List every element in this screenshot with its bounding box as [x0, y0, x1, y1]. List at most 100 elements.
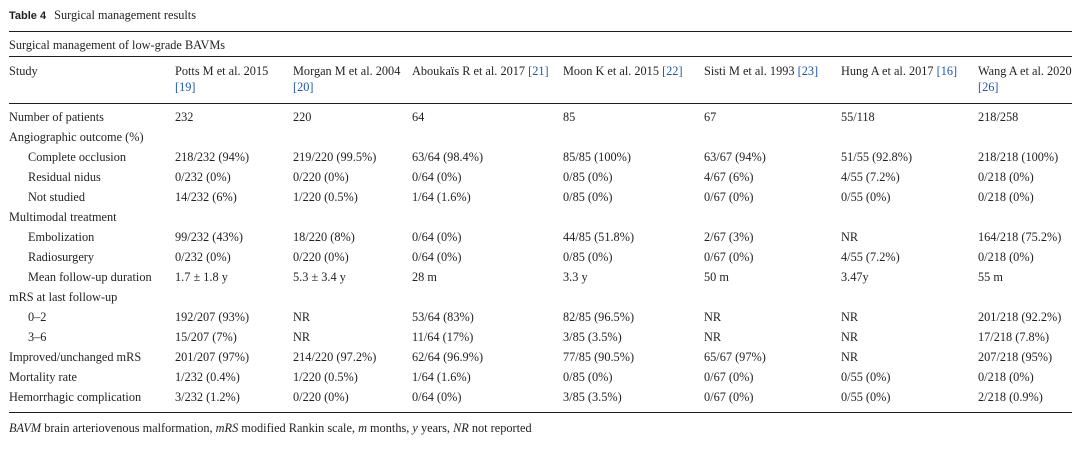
table-cell — [704, 287, 841, 307]
table-cell: 1/232 (0.4%) — [175, 370, 240, 384]
header-study: Study — [9, 63, 169, 79]
table-cell: 0/85 (0%) — [563, 250, 613, 264]
table-cell: 0/85 (0%) — [563, 370, 613, 384]
table-cell: 3.47y — [841, 270, 869, 284]
row-label: Number of patients — [9, 110, 104, 124]
table-cell: 1/64 (1.6%) — [412, 370, 471, 384]
reference-link[interactable]: [20] — [293, 80, 314, 94]
row-label: Angiographic outcome (%) — [9, 130, 144, 144]
table-cell: 218/218 (100%) — [978, 150, 1059, 164]
header-study-3: Aboukaïs R et al. 2017 [21] — [412, 63, 552, 79]
header-label: Wang A et al. 2020 — [978, 64, 1072, 78]
table-cell: NR — [293, 330, 311, 344]
table-cell: 64 — [412, 110, 425, 124]
table-cell: 67 — [704, 110, 717, 124]
table-cell — [978, 127, 1072, 147]
row-label: Hemorrhagic complication — [9, 390, 142, 404]
table-cell: 207/218 (95%) — [978, 350, 1053, 364]
table-cell: 214/220 (97.2%) — [293, 350, 377, 364]
table-cell: 0/55 (0%) — [841, 390, 891, 404]
table-cell: 1/64 (1.6%) — [412, 190, 471, 204]
section-title: Surgical management of low-grade BAVMs — [9, 38, 226, 52]
table-cell — [563, 127, 704, 147]
reference-link[interactable]: [16] — [936, 64, 958, 78]
row-label: Mean follow-up duration — [28, 270, 152, 284]
table-cell: 15/207 (7%) — [175, 330, 237, 344]
table-cell — [175, 127, 293, 147]
table-cell — [293, 287, 412, 307]
footnote-definition: months, — [366, 421, 413, 435]
table-cell: 201/207 (97%) — [175, 350, 250, 364]
header-label: Study — [9, 64, 38, 78]
table-cell: 0/218 (0%) — [978, 170, 1034, 184]
header-study-6: Hung A et al. 2017 [16] — [841, 63, 976, 79]
row-label: Improved/unchanged mRS — [9, 350, 142, 364]
table-cell: 5.3 ± 3.4 y — [293, 270, 346, 284]
table-cell: 0/220 (0%) — [293, 170, 349, 184]
footnote-definition: years, — [417, 421, 454, 435]
table-cell — [978, 207, 1072, 227]
table-cell — [412, 127, 563, 147]
table-cell: 1/220 (0.5%) — [293, 370, 358, 384]
reference-link[interactable]: [23] — [797, 64, 819, 78]
row-label: Not studied — [28, 190, 86, 204]
table-row: Residual nidus 0/232 (0%) 0/220 (0%) 0/64 (… — [9, 167, 1072, 187]
table-row: Number of patients 232 220 64 85 67 55/118 218/… — [9, 107, 1072, 127]
table-row: Radiosurgery 0/232 (0%) 0/220 (0%) 0/64 (0%… — [9, 247, 1072, 267]
table-row: Complete occlusion 218/232 (94%) 219/220 (… — [9, 147, 1072, 167]
table-cell: 18/220 (8%) — [293, 230, 355, 244]
table-cell — [841, 207, 978, 227]
table-cell: 85/85 (100%) — [563, 150, 631, 164]
table-cell: 55/118 — [841, 110, 875, 124]
table-cell: 63/67 (94%) — [704, 150, 766, 164]
table-cell: 0/55 (0%) — [841, 190, 891, 204]
top-rule — [9, 31, 1072, 33]
table-cell: 232 — [175, 110, 194, 124]
header-study-7: Wang A et al. 2020 [26] — [978, 63, 1072, 95]
footnote: BAVM brain arteriovenous malformation, m… — [9, 421, 532, 436]
table-cell: 3/85 (3.5%) — [563, 390, 622, 404]
reference-link[interactable]: [22] — [662, 64, 683, 78]
row-label: Embolization — [28, 230, 95, 244]
table-cell: 77/85 (90.5%) — [563, 350, 635, 364]
table-cell: 0/67 (0%) — [704, 390, 754, 404]
reference-link[interactable]: [19] — [175, 80, 196, 94]
table-cell: 51/55 (92.8%) — [841, 150, 913, 164]
table-cell: NR — [841, 230, 859, 244]
table-cell: 0/64 (0%) — [412, 170, 462, 184]
table-cell — [563, 287, 704, 307]
table-cell: 0/218 (0%) — [978, 370, 1034, 384]
footnote-definition: modified Rankin scale, — [238, 421, 359, 435]
table-cell: 0/232 (0%) — [175, 170, 231, 184]
table-cell: NR — [293, 310, 311, 324]
table-row: Not studied 14/232 (6%) 1/220 (0.5%) 1/64 (… — [9, 187, 1072, 207]
table-row: Hemorrhagic complication 3/232 (1.2%) 0/22… — [9, 387, 1072, 407]
table-body: Number of patients 232 220 64 85 67 55/118 218/… — [9, 107, 1072, 407]
table-cell: 218/258 — [978, 110, 1019, 124]
header-study-4: Moon K et al. 2015 [22] — [563, 63, 693, 79]
header-study-1: Potts M et al. 2015 [19] — [175, 63, 287, 95]
footnote-term: y — [412, 421, 418, 435]
row-label: 3–6 — [28, 330, 47, 344]
table-cell — [704, 207, 841, 227]
table-cell: 0/85 (0%) — [563, 190, 613, 204]
reference-link[interactable]: [21] — [528, 64, 549, 78]
row-label: mRS at last follow-up — [9, 290, 118, 304]
table-row: Mortality rate 1/232 (0.4%) 1/220 (0.5%) 1/… — [9, 367, 1072, 387]
table-cell: 0/64 (0%) — [412, 230, 462, 244]
table-cell: 0/64 (0%) — [412, 390, 462, 404]
table-row: mRS at last follow-up — [9, 287, 1072, 307]
header-label: Morgan M et al. 2004 — [293, 64, 401, 78]
table-cell: 1/220 (0.5%) — [293, 190, 358, 204]
table-cell: 99/232 (43%) — [175, 230, 243, 244]
table-cell: 0/67 (0%) — [704, 250, 754, 264]
table-cell: NR — [704, 330, 722, 344]
footnote-term: BAVM — [9, 421, 42, 435]
reference-link[interactable]: [26] — [978, 80, 999, 94]
header-label: Sisti M et al. 1993 — [704, 64, 795, 78]
table-cell: 2/218 (0.9%) — [978, 390, 1043, 404]
table-cell: 0/232 (0%) — [175, 250, 231, 264]
table-cell: 0/55 (0%) — [841, 370, 891, 384]
table-cell: 63/64 (98.4%) — [412, 150, 484, 164]
table-cell: 201/218 (92.2%) — [978, 310, 1062, 324]
